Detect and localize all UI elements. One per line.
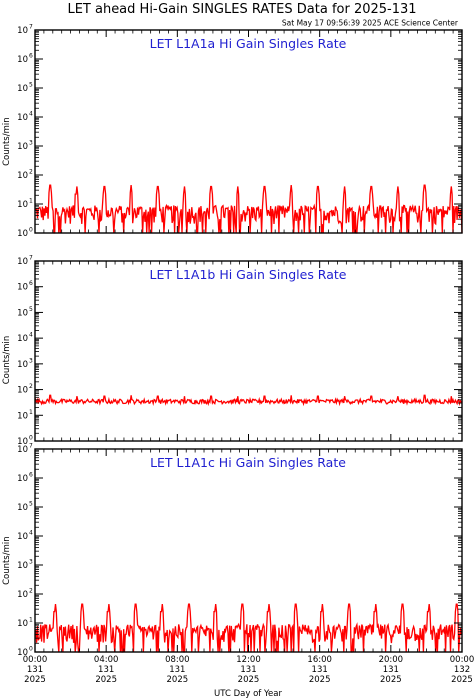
x-tick-year: 2025 — [238, 675, 260, 685]
y-tick-exponent: 5 — [29, 82, 33, 89]
x-tick-doy: 132 — [454, 665, 470, 675]
y-tick-label: 10 — [17, 200, 28, 210]
x-tick-time: 00:00 — [450, 655, 475, 665]
y-tick-label: 10 — [17, 561, 28, 571]
figure-title: LET ahead Hi-Gain SINGLES RATES Data for… — [67, 2, 416, 17]
y-tick-label: 10 — [17, 619, 28, 629]
y-tick-label: 10 — [17, 445, 28, 455]
y-tick-exponent: 4 — [29, 111, 33, 118]
y-tick-exponent: 3 — [29, 140, 33, 147]
x-tick-time: 16:00 — [307, 655, 332, 665]
x-tick-year: 2025 — [24, 675, 46, 685]
plot-frame — [34, 260, 463, 442]
y-tick-label: 10 — [17, 437, 28, 447]
y-tick-label: 10 — [17, 26, 28, 36]
y-tick-label: 10 — [17, 55, 28, 65]
y-tick-exponent: 6 — [29, 280, 33, 287]
y-tick-exponent: 6 — [29, 53, 33, 60]
y-tick-label: 10 — [17, 503, 28, 513]
x-tick-time: 04:00 — [94, 655, 119, 665]
y-tick-exponent: 7 — [29, 24, 33, 31]
y-tick-exponent: 5 — [29, 306, 33, 313]
y-tick-exponent: 4 — [29, 530, 33, 537]
y-tick-label: 10 — [17, 590, 28, 600]
plot-frame — [34, 448, 463, 653]
generation-timestamp: Sat May 17 09:56:39 2025 ACE Science Cen… — [282, 19, 459, 28]
y-tick-label: 10 — [17, 532, 28, 542]
y-tick-exponent: 4 — [29, 332, 33, 339]
x-tick-doy: 131 — [98, 665, 114, 675]
y-tick-exponent: 3 — [29, 559, 33, 566]
x-tick-time: 12:00 — [236, 655, 261, 665]
y-tick-exponent: 7 — [29, 255, 33, 262]
y-tick-label: 10 — [17, 386, 28, 396]
x-tick-time: 00:00 — [23, 655, 48, 665]
y-tick-exponent: 1 — [29, 409, 33, 416]
x-tick-doy: 131 — [240, 665, 256, 675]
y-tick-exponent: 1 — [29, 617, 33, 624]
y-tick-exponent: 6 — [29, 472, 33, 479]
series-line — [34, 184, 463, 234]
y-tick-exponent: 2 — [29, 588, 33, 595]
x-tick-year: 2025 — [451, 675, 473, 685]
y-tick-label: 10 — [17, 648, 28, 658]
x-tick-year: 2025 — [380, 675, 402, 685]
y-tick-exponent: 0 — [29, 227, 33, 234]
y-tick-label: 10 — [17, 229, 28, 239]
x-tick-doy: 131 — [383, 665, 399, 675]
y-tick-label: 10 — [17, 84, 28, 94]
x-tick-year: 2025 — [167, 675, 189, 685]
y-tick-exponent: 3 — [29, 357, 33, 364]
y-tick-exponent: 2 — [29, 383, 33, 390]
y-tick-label: 10 — [17, 171, 28, 181]
series-line — [34, 394, 463, 407]
y-axis-label: Counts/min — [2, 536, 12, 585]
x-tick-time: 08:00 — [165, 655, 190, 665]
x-tick-doy: 131 — [312, 665, 328, 675]
x-tick-year: 2025 — [309, 675, 331, 685]
y-tick-label: 10 — [17, 360, 28, 370]
x-tick-doy: 131 — [27, 665, 43, 675]
y-tick-exponent: 0 — [29, 435, 33, 442]
y-tick-label: 10 — [17, 308, 28, 318]
series-line — [34, 603, 463, 653]
y-axis-label: Counts/min — [2, 117, 12, 166]
y-tick-label: 10 — [17, 474, 28, 484]
y-tick-exponent: 7 — [29, 443, 33, 450]
x-tick-time: 20:00 — [379, 655, 404, 665]
panel-title: LET L1A1c Hi Gain Singles Rate — [150, 455, 346, 470]
x-tick-year: 2025 — [95, 675, 117, 685]
plot-frame — [34, 29, 463, 234]
y-tick-label: 10 — [17, 334, 28, 344]
y-axis-label: Counts/min — [2, 336, 12, 385]
y-tick-label: 10 — [17, 283, 28, 293]
y-tick-exponent: 0 — [29, 646, 33, 653]
y-tick-exponent: 2 — [29, 169, 33, 176]
y-tick-label: 10 — [17, 142, 28, 152]
x-tick-doy: 131 — [169, 665, 185, 675]
panel-title: LET L1A1a Hi Gain Singles Rate — [150, 36, 347, 51]
x-axis-label: UTC Day of Year — [214, 689, 282, 699]
y-tick-label: 10 — [17, 411, 28, 421]
x-axis: 00:00131202504:00131202508:00131202512:0… — [23, 655, 475, 685]
panel-title: LET L1A1b Hi Gain Singles Rate — [150, 267, 347, 282]
y-tick-exponent: 5 — [29, 501, 33, 508]
y-tick-label: 10 — [17, 113, 28, 123]
y-tick-label: 10 — [17, 257, 28, 267]
y-tick-exponent: 1 — [29, 198, 33, 205]
